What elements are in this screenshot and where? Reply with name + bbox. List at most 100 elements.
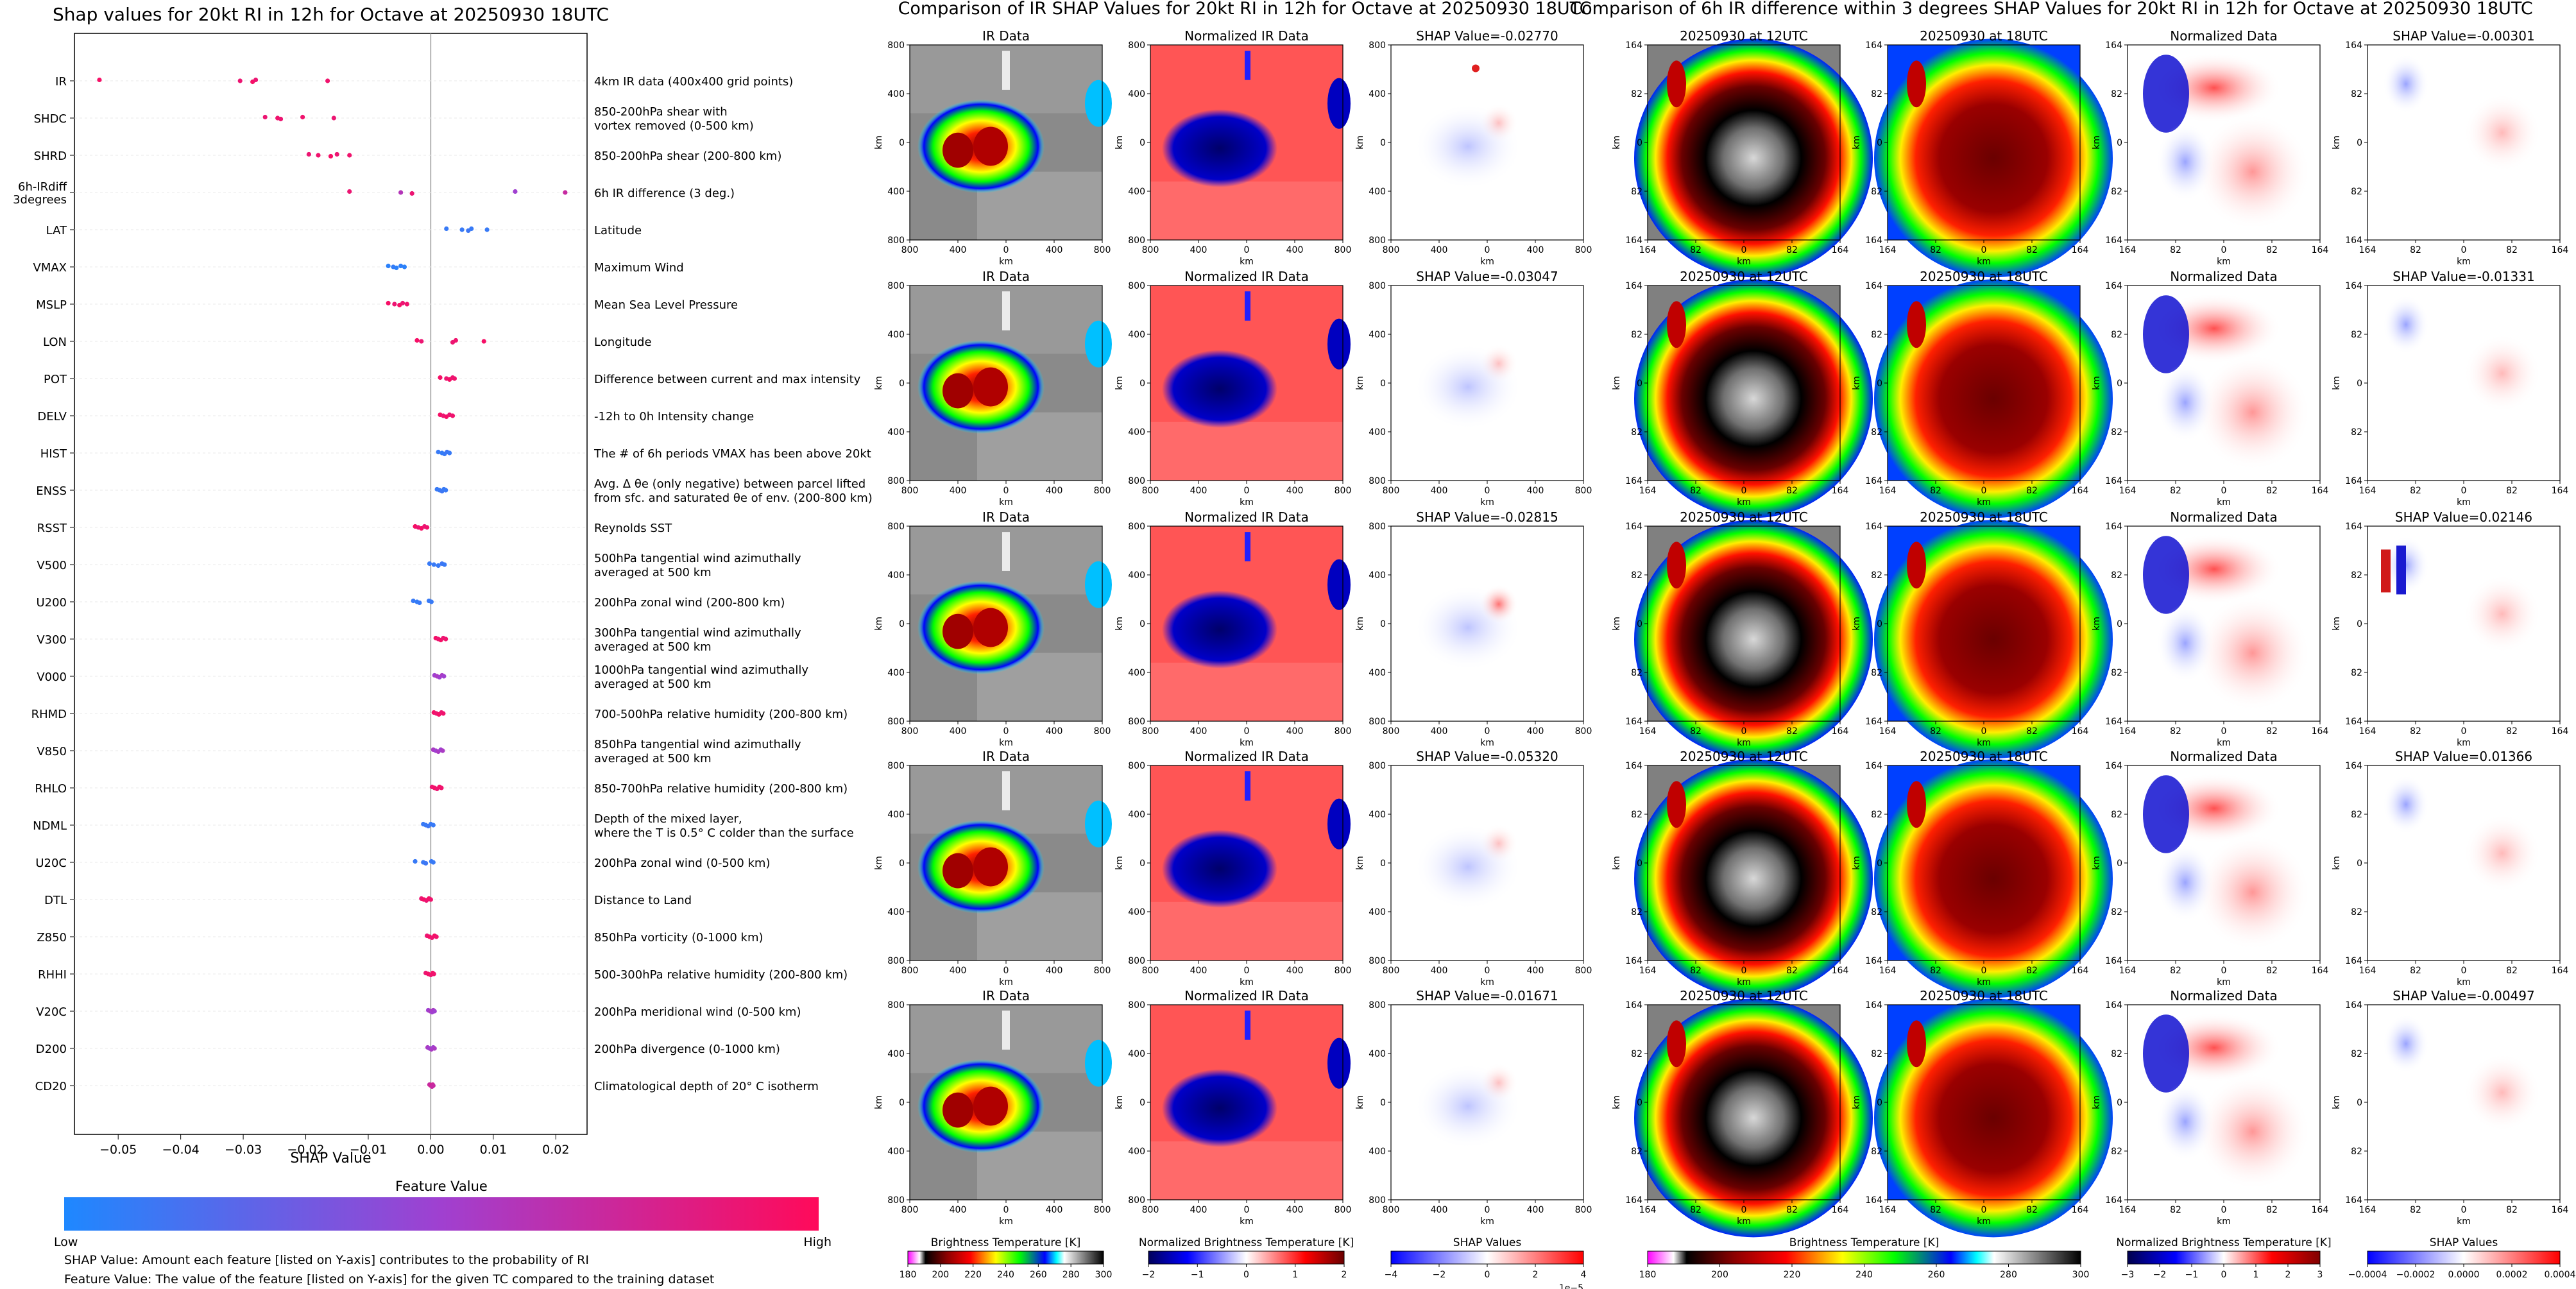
panel-x-tick-label: 82 (2506, 966, 2518, 976)
panel-x-tick-label: 400 (1527, 245, 1544, 255)
panel-x-tick-label: 400 (1431, 726, 1448, 737)
panel-x-tick-label: 800 (901, 966, 919, 976)
panel-x-tick-label: 82 (1786, 1205, 1798, 1215)
panel-y-tick-label: 0 (1877, 858, 1882, 869)
panel-y-tick-label: 400 (887, 570, 905, 581)
panel-y-tick-label: 400 (887, 330, 905, 340)
panel-y-tick-label: 800 (1369, 761, 1386, 771)
panel-x-tick-label: 800 (1383, 966, 1400, 976)
shap-point (402, 264, 407, 269)
panel-x-axis-label: km (1480, 497, 1494, 508)
panel-x-tick-label: 400 (1046, 245, 1063, 255)
panel-title: SHAP Value=-0.02815 (1416, 509, 1558, 525)
panel-x-tick-label: 164 (1879, 486, 1897, 496)
norm-streak (1245, 1011, 1250, 1040)
panel-x-tick-label: 82 (1690, 966, 1702, 976)
panel-x-axis-label: km (2457, 1216, 2471, 1227)
note-shap-value: SHAP Value: Amount each feature [listed … (64, 1253, 589, 1267)
shap-point (432, 1009, 437, 1014)
ir6-storm (1874, 279, 2113, 518)
panel-y-tick-label: 800 (1128, 281, 1145, 291)
shap-point (331, 115, 336, 121)
colorbar-gradient (1647, 1251, 2081, 1265)
panel-x-tick-label: 164 (1832, 966, 1849, 976)
feature-description-label: 850hPa vorticity (0-1000 km) (594, 931, 763, 944)
shap-point (439, 785, 444, 790)
panel-x-tick-label: 0 (1741, 245, 1747, 255)
panel-x-tick-label: 82 (1786, 966, 1798, 976)
feature-code-label: DTL (44, 894, 67, 907)
shap6-strong-negative (2396, 545, 2406, 595)
panel-x-tick-label: 800 (1094, 966, 1111, 976)
feature-description-label: 500-300hPa relative humidity (200-800 km… (594, 968, 848, 982)
panel-y-axis-label: km (874, 135, 884, 149)
norm-storm (1162, 350, 1277, 428)
feature-code-label: MSLP (36, 298, 67, 312)
shap-point (278, 116, 284, 122)
panel-x-tick-label: 0 (1485, 1205, 1490, 1215)
shap-point (300, 114, 305, 120)
feature-code-label: V300 (37, 633, 67, 647)
feature-description-label: 850-700hPa relative humidity (200-800 km… (594, 782, 848, 796)
norm-texture (1150, 662, 1343, 721)
panel-y-tick-label: 400 (1369, 89, 1386, 99)
panel-x-axis-label: km (1737, 738, 1751, 748)
panel-y-axis-label: km (2332, 135, 2342, 149)
shap-point (441, 674, 447, 679)
panel-y-tick-label: 82 (1631, 668, 1642, 678)
panel-x-axis-label: km (1480, 1216, 1494, 1227)
panel-y-tick-label: 800 (1128, 476, 1145, 486)
panel-y-tick-label: 0 (2117, 858, 2122, 869)
panel-y-tick-label: 0 (899, 1098, 905, 1108)
panel-x-tick-label: 164 (2359, 726, 2376, 737)
panel-y-axis-label: km (1355, 617, 1365, 631)
panel-x-tick-label: 164 (2359, 1205, 2376, 1215)
panel-x-tick-label: 800 (1142, 966, 1159, 976)
shap6-positive (2464, 814, 2541, 892)
shap-point (436, 563, 441, 568)
shap-point (431, 823, 436, 828)
panel-y-tick-label: 164 (2345, 235, 2362, 246)
panel-y-tick-label: 164 (1865, 1000, 1882, 1011)
ir-cold-top (973, 1086, 1008, 1126)
ir-edge-cloud (1085, 320, 1112, 368)
panel-y-axis-label: km (1355, 856, 1365, 870)
panel-y-tick-label: 164 (2345, 1195, 2362, 1206)
ir-cold-top (943, 373, 973, 409)
panel-y-tick-label: 82 (1871, 187, 1882, 197)
panel-y-tick-label: 82 (1871, 427, 1882, 438)
panel-x-tick-label: 0 (1244, 1205, 1250, 1215)
norm6-positive (2195, 594, 2310, 712)
ir-cold-top (973, 608, 1008, 647)
panel-y-tick-label: 0 (1637, 619, 1642, 629)
panel-y-tick-label: 800 (887, 1195, 905, 1206)
colorbar-tick-label: 3 (2317, 1270, 2323, 1280)
ir6-cell (1667, 781, 1686, 828)
panel-y-tick-label: 0 (899, 619, 905, 629)
panel-y-tick-label: 0 (1877, 1098, 1882, 1108)
panel-x-axis-label: km (2217, 257, 2231, 267)
feature-code-label: RHLO (35, 782, 67, 796)
panel-y-tick-label: 400 (1128, 187, 1145, 197)
panel-y-tick-label: 164 (2105, 40, 2122, 51)
panel-y-tick-label: 164 (2345, 522, 2362, 532)
feature-description-label: Latitude (594, 224, 642, 237)
panel-x-tick-label: 0 (1485, 966, 1490, 976)
panel-x-tick-label: 82 (2266, 245, 2278, 255)
panel-title: Normalized IR Data (1184, 509, 1309, 525)
panel-x-tick-label: 800 (1094, 726, 1111, 737)
panel-y-tick-label: 0 (1380, 379, 1386, 389)
shap-point (328, 153, 334, 159)
panel-y-tick-label: 0 (2117, 1098, 2122, 1108)
feature-code-label: IR (55, 75, 67, 89)
shap6-negative (2383, 775, 2429, 834)
panel-x-tick-label: 400 (1527, 486, 1544, 496)
feature-description-label: 200hPa meridional wind (0-500 km) (594, 1005, 801, 1019)
panel-y-tick-label: 0 (2117, 379, 2122, 389)
panel-y-tick-label: 800 (887, 717, 905, 727)
panel-title: IR Data (982, 28, 1030, 44)
panel-y-tick-label: 82 (1871, 570, 1882, 581)
